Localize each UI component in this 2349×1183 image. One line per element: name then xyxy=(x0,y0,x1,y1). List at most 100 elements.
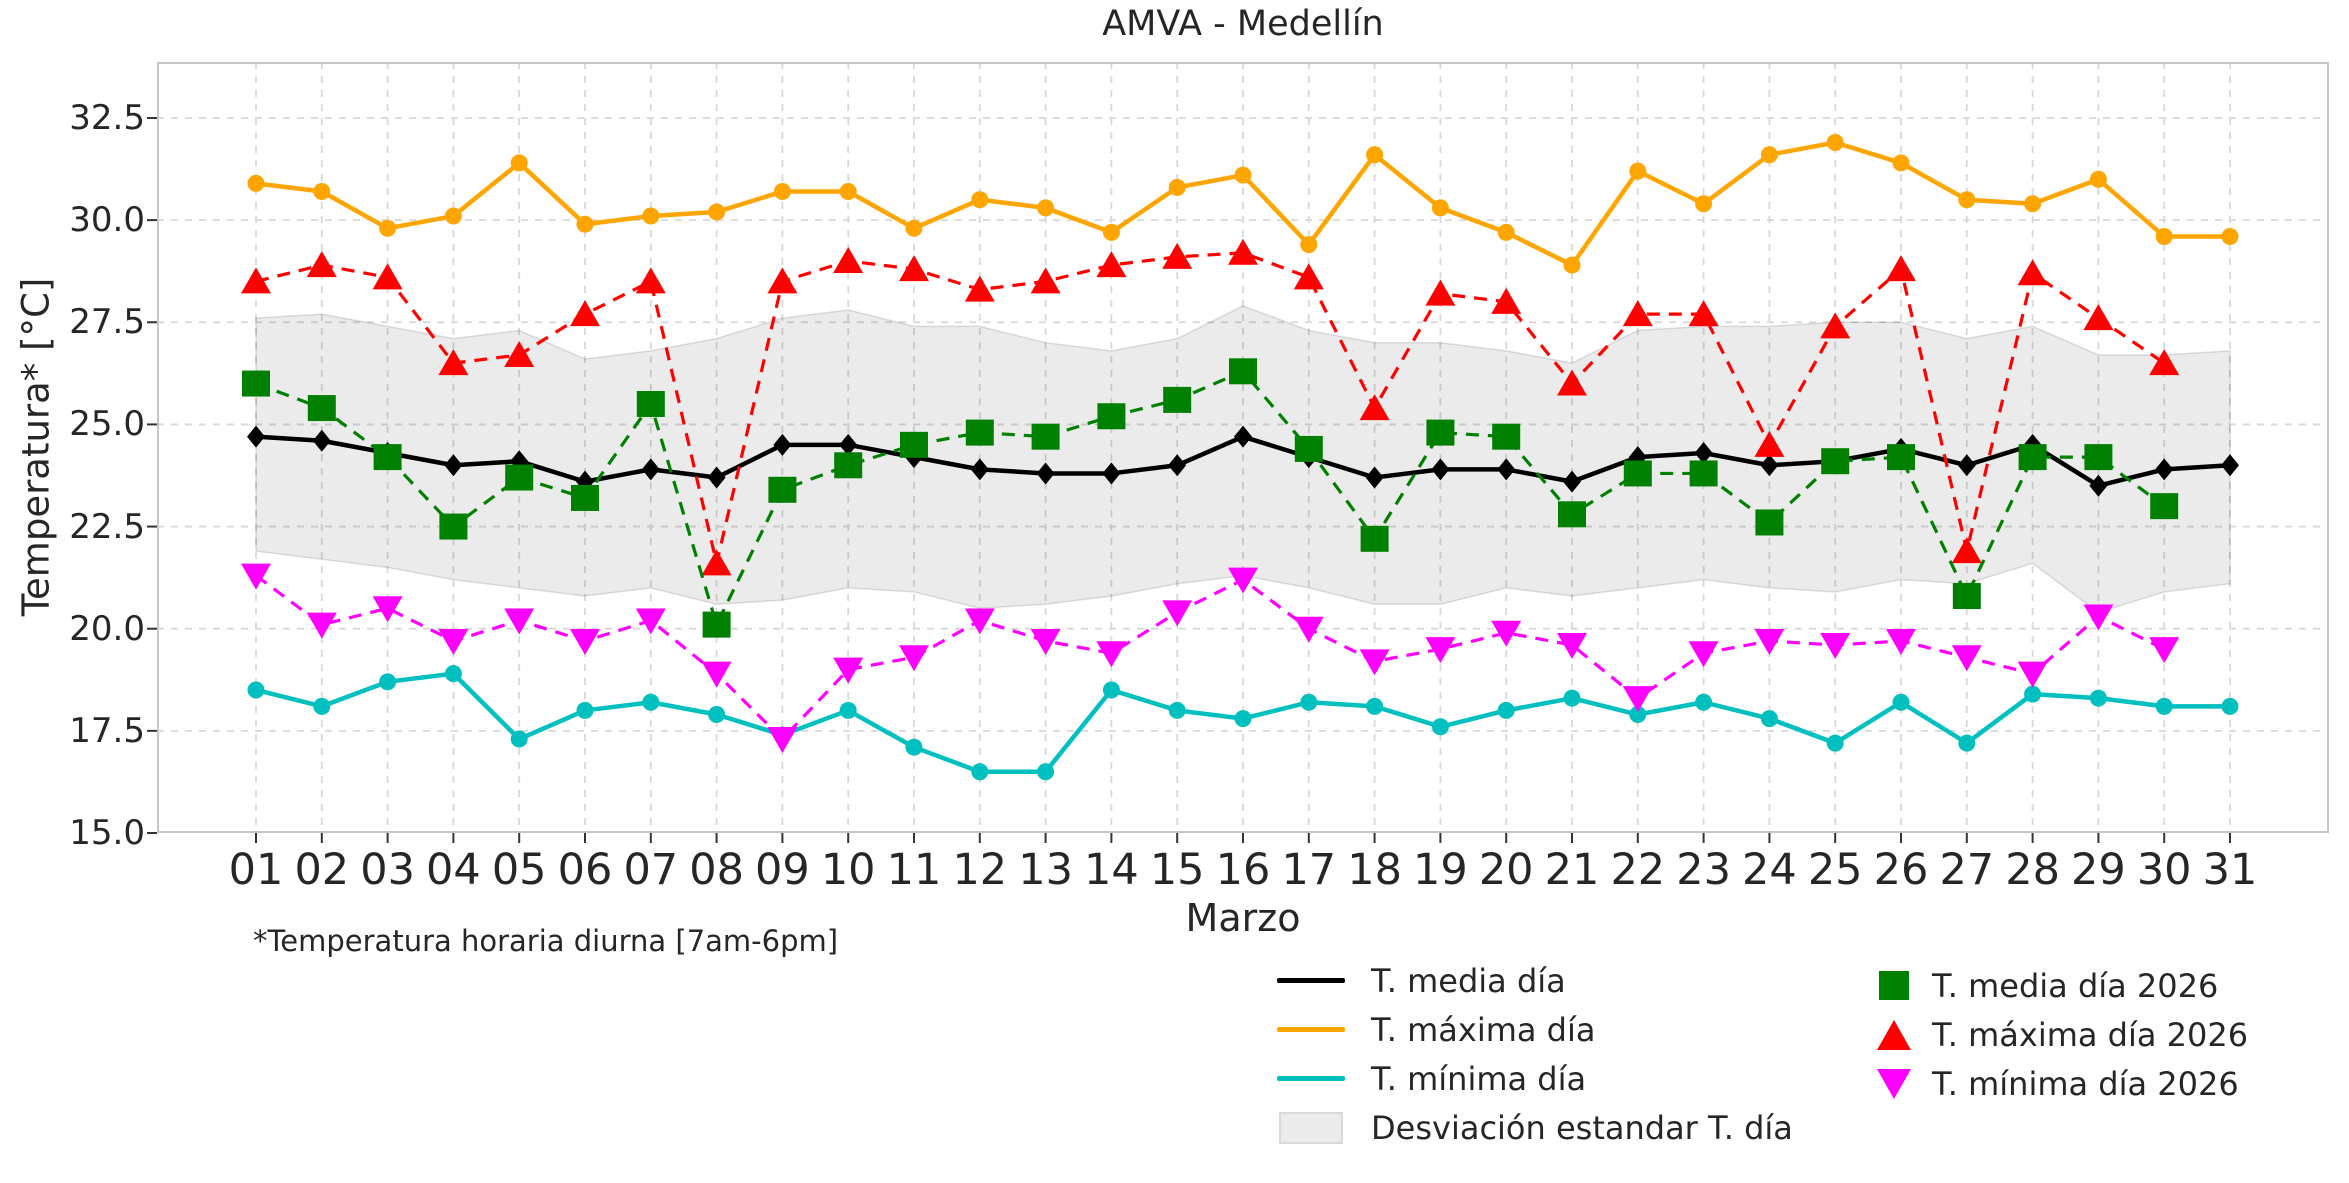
point-marker xyxy=(767,727,798,754)
point-marker xyxy=(1695,195,1713,213)
point-marker xyxy=(1228,238,1258,265)
point-marker xyxy=(444,454,463,477)
point-marker xyxy=(1497,458,1516,481)
point-marker xyxy=(2017,259,2048,286)
point-marker xyxy=(1234,425,1252,448)
point-marker xyxy=(1886,628,1916,655)
y-tick-label: 17.5 xyxy=(69,710,145,751)
point-marker xyxy=(2155,458,2174,481)
x-tick-label: 20 xyxy=(1478,845,1534,895)
point-marker xyxy=(1755,509,1784,536)
y-tick-label: 15.0 xyxy=(69,813,145,853)
point-marker xyxy=(2024,685,2042,703)
y-tick-label: 20.0 xyxy=(69,608,145,649)
point-marker xyxy=(2221,454,2239,477)
point-marker xyxy=(1168,454,1187,477)
patch-swatch-icon xyxy=(1279,1111,1343,1144)
point-marker xyxy=(2083,604,2114,631)
point-marker xyxy=(1563,689,1581,707)
point-marker xyxy=(1695,693,1713,711)
point-marker xyxy=(1760,146,1778,164)
line-swatch-icon xyxy=(1277,1076,1345,1081)
point-marker xyxy=(2089,170,2107,188)
point-marker xyxy=(1820,312,1851,339)
point-marker xyxy=(1037,199,1055,217)
square-marker-icon xyxy=(1879,971,1909,1000)
point-marker xyxy=(1031,423,1060,450)
point-marker xyxy=(1037,763,1055,781)
point-marker xyxy=(1030,267,1061,294)
x-tick-label: 19 xyxy=(1413,845,1468,895)
y-tick-label: 32.5 xyxy=(69,97,145,138)
point-marker xyxy=(242,370,270,397)
point-marker xyxy=(1622,300,1653,327)
point-marker xyxy=(2150,493,2179,520)
legend-right-column: T. media día 2026 T. máxima día 2026 T. … xyxy=(1876,961,2248,1108)
point-marker xyxy=(964,275,995,302)
point-marker xyxy=(2149,349,2180,376)
x-tick-label: 15 xyxy=(1149,845,1205,895)
point-marker xyxy=(1694,442,1713,465)
point-marker xyxy=(1360,525,1389,552)
point-marker xyxy=(1293,616,1324,643)
point-marker xyxy=(1366,146,1384,164)
point-marker xyxy=(1497,223,1515,241)
y-tick-label: 30.0 xyxy=(69,200,145,241)
point-marker xyxy=(247,425,265,448)
plot-border xyxy=(157,62,2329,833)
point-marker xyxy=(708,706,726,724)
point-marker xyxy=(438,628,469,655)
x-tick-label: 30 xyxy=(2136,845,2192,895)
point-marker xyxy=(247,174,265,192)
legend-left-column: T. media día T. máxima día T. mínima día… xyxy=(1277,956,1793,1152)
point-marker xyxy=(570,628,600,655)
point-marker xyxy=(899,255,929,282)
point-marker xyxy=(839,701,857,719)
point-marker xyxy=(1431,199,1449,217)
point-marker xyxy=(1425,637,1456,664)
point-marker xyxy=(1951,645,1982,672)
line-swatch-icon xyxy=(1277,1027,1345,1032)
x-tick-label: 03 xyxy=(360,845,415,895)
legend-label: Desviación estandar T. día xyxy=(1371,1108,1793,1147)
point-marker xyxy=(1163,386,1192,413)
point-marker xyxy=(900,431,928,458)
legend-item-t-maxima-dia: T. máxima día xyxy=(1277,1005,1793,1054)
point-marker xyxy=(1491,287,1522,314)
point-marker xyxy=(312,429,331,452)
point-marker xyxy=(2221,227,2239,245)
point-marker xyxy=(1096,251,1127,278)
point-marker xyxy=(438,349,469,376)
point-marker xyxy=(1754,430,1785,457)
point-marker xyxy=(2089,689,2107,707)
x-tick-label: 18 xyxy=(1347,845,1402,895)
y-tick-label: 25.0 xyxy=(69,404,145,445)
point-marker xyxy=(1951,537,1982,564)
point-marker xyxy=(636,390,665,417)
legend-item-t-media-dia-2026: T. media día 2026 xyxy=(1876,961,2248,1010)
point-marker xyxy=(1754,628,1785,655)
point-marker xyxy=(1359,649,1390,676)
point-marker xyxy=(1689,460,1718,487)
legend-item-t-media-dia: T. media día xyxy=(1277,956,1793,1005)
point-marker xyxy=(834,452,863,479)
point-marker xyxy=(899,645,929,672)
point-marker xyxy=(576,215,594,233)
x-axis-label: Marzo xyxy=(1185,896,1301,940)
point-marker xyxy=(1102,462,1121,485)
point-marker xyxy=(1491,620,1522,647)
x-tick-label: 21 xyxy=(1544,845,1600,895)
point-marker xyxy=(1958,191,1976,209)
point-marker xyxy=(510,154,528,172)
point-marker xyxy=(2221,697,2239,715)
point-marker xyxy=(1036,462,1055,485)
point-marker xyxy=(379,219,397,237)
point-marker xyxy=(1892,154,1910,172)
point-marker xyxy=(2155,227,2173,245)
point-marker xyxy=(1887,444,1915,471)
point-marker xyxy=(970,458,989,481)
point-marker xyxy=(1162,242,1193,269)
point-marker xyxy=(773,183,791,201)
point-marker xyxy=(642,207,660,225)
